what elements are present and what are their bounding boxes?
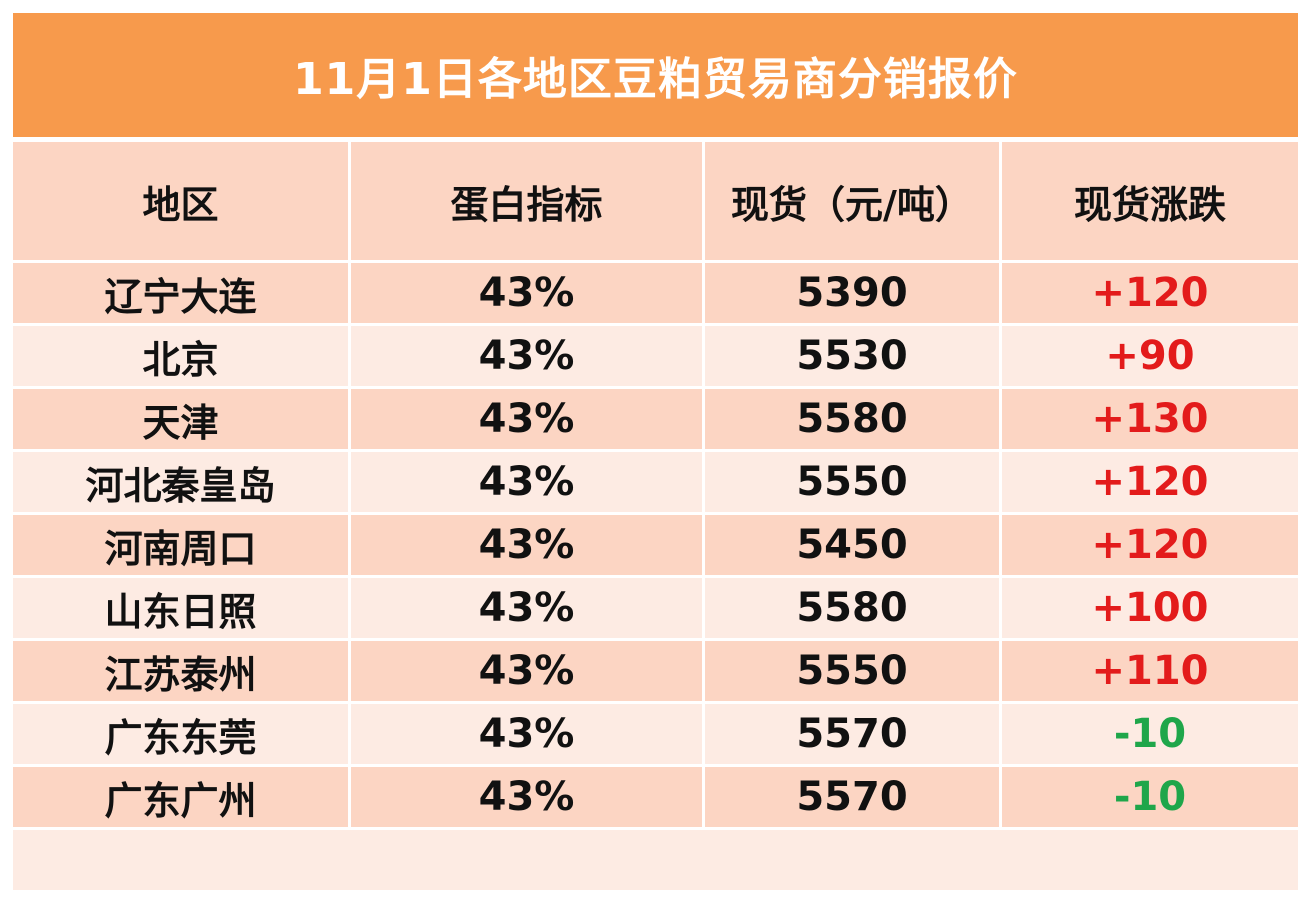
empty-row [13,830,1298,893]
change-cell: -10 [1002,767,1298,830]
price-cell: 5580 [705,389,1002,452]
change-cell: +100 [1002,578,1298,641]
region-cell: 河北秦皇岛 [13,452,351,515]
table-row: 辽宁大连 43% 5390 +120 [13,263,1298,326]
region-cell: 广东广州 [13,767,351,830]
region-cell: 山东日照 [13,578,351,641]
price-cell: 5550 [705,641,1002,704]
header-row: 地区 蛋白指标 现货（元/吨） 现货涨跌 [13,142,1298,263]
region-cell: 天津 [13,389,351,452]
change-cell: +110 [1002,641,1298,704]
price-cell: 5550 [705,452,1002,515]
header-price: 现货（元/吨） [705,142,1002,263]
price-cell: 5530 [705,326,1002,389]
page-title: 11月1日各地区豆粕贸易商分销报价 [293,54,1018,105]
region-cell: 北京 [13,326,351,389]
price-cell: 5570 [705,767,1002,830]
change-cell: -10 [1002,704,1298,767]
table-row: 山东日照 43% 5580 +100 [13,578,1298,641]
protein-cell: 43% [351,326,705,389]
change-cell: +120 [1002,263,1298,326]
region-cell: 广东东莞 [13,704,351,767]
price-table: 地区 蛋白指标 现货（元/吨） 现货涨跌 辽宁大连 43% 5390 +120 北京 43… [13,142,1298,893]
protein-cell: 43% [351,704,705,767]
protein-cell: 43% [351,515,705,578]
table-row: 河南周口 43% 5450 +120 [13,515,1298,578]
empty-cell [13,830,1298,893]
price-cell: 5390 [705,263,1002,326]
price-sheet: 11月1日各地区豆粕贸易商分销报价 地区 蛋白指标 现货（元/吨） 现货涨跌 辽… [13,13,1298,898]
table-row: 河北秦皇岛 43% 5550 +120 [13,452,1298,515]
header-protein: 蛋白指标 [351,142,705,263]
protein-cell: 43% [351,767,705,830]
protein-cell: 43% [351,578,705,641]
region-cell: 辽宁大连 [13,263,351,326]
region-cell: 江苏泰州 [13,641,351,704]
table-row: 北京 43% 5530 +90 [13,326,1298,389]
table-row: 广东广州 43% 5570 -10 [13,767,1298,830]
change-cell: +120 [1002,515,1298,578]
protein-cell: 43% [351,641,705,704]
header-region: 地区 [13,142,351,263]
table-row: 江苏泰州 43% 5550 +110 [13,641,1298,704]
protein-cell: 43% [351,389,705,452]
change-cell: +120 [1002,452,1298,515]
price-cell: 5580 [705,578,1002,641]
change-cell: +130 [1002,389,1298,452]
protein-cell: 43% [351,263,705,326]
region-cell: 河南周口 [13,515,351,578]
protein-cell: 43% [351,452,705,515]
title-bar: 11月1日各地区豆粕贸易商分销报价 [13,13,1298,137]
price-cell: 5450 [705,515,1002,578]
price-cell: 5570 [705,704,1002,767]
header-change: 现货涨跌 [1002,142,1298,263]
table-row: 广东东莞 43% 5570 -10 [13,704,1298,767]
table-row: 天津 43% 5580 +130 [13,389,1298,452]
change-cell: +90 [1002,326,1298,389]
